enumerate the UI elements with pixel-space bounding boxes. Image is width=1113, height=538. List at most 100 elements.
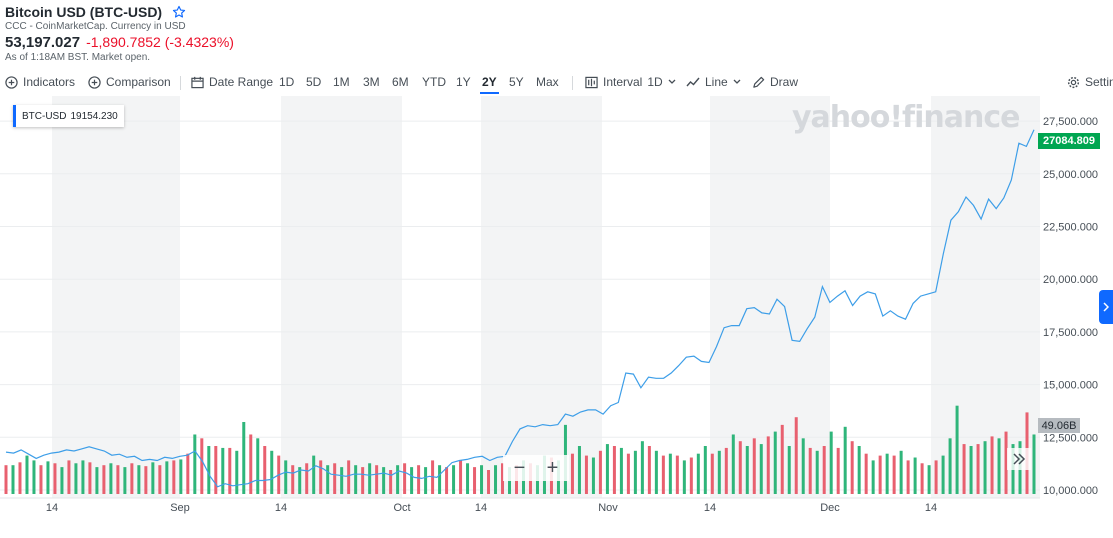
date-range-button[interactable]: Date Range xyxy=(191,68,273,96)
volume-bar xyxy=(424,467,428,494)
volume-bar xyxy=(591,457,595,494)
shade-band xyxy=(281,96,402,498)
volume-bar xyxy=(584,455,588,494)
volume-bar xyxy=(256,438,260,494)
volume-bar xyxy=(172,460,176,494)
volume-bar xyxy=(661,455,665,494)
range-3m[interactable]: 3M xyxy=(363,75,380,89)
range-1m[interactable]: 1M xyxy=(333,75,350,89)
volume-bar xyxy=(130,463,134,494)
volume-bar xyxy=(375,465,379,494)
zoom-out-button[interactable]: − xyxy=(513,457,526,479)
volume-bar xyxy=(696,453,700,494)
volume-bar xyxy=(773,431,777,494)
volume-bar xyxy=(703,446,707,494)
volume-bar xyxy=(920,463,924,494)
volume-bar xyxy=(598,450,602,494)
volume-bar xyxy=(857,446,861,494)
star-icon[interactable] xyxy=(172,5,186,19)
x-tick-label: 14 xyxy=(46,502,58,514)
y-tick-label: 12,500.000 xyxy=(1043,432,1098,444)
current-price-tag: 27084.809 xyxy=(1038,133,1100,149)
volume-bar xyxy=(88,462,92,494)
volume-bar xyxy=(382,467,386,494)
volume-bar xyxy=(605,444,609,494)
volume-bar xyxy=(319,460,323,494)
volume-bar xyxy=(843,426,847,494)
current-price: 53,197.027 xyxy=(5,34,81,51)
volume-bar xyxy=(228,447,232,494)
volume-bar xyxy=(752,438,756,494)
volume-bar xyxy=(899,450,903,494)
chart-type-dropdown[interactable]: Line xyxy=(686,68,741,96)
interval-label: Interval xyxy=(603,75,643,89)
volume-bar xyxy=(738,441,742,494)
chart-type-label: Line xyxy=(705,75,728,89)
jump-to-latest-button[interactable] xyxy=(1007,448,1031,470)
y-tick-label: 10,000.000 xyxy=(1043,485,1098,497)
range-1d[interactable]: 1D xyxy=(279,75,295,89)
x-tick-label: Sep xyxy=(170,502,190,514)
volume-bars xyxy=(4,405,1036,494)
draw-button[interactable]: Draw xyxy=(752,68,798,96)
volume-bar xyxy=(983,441,987,494)
volume-bar xyxy=(270,450,274,494)
volume-bar xyxy=(396,465,400,494)
comparison-button[interactable]: Comparison xyxy=(88,68,171,96)
volume-bar xyxy=(822,446,826,494)
volume-bar xyxy=(962,444,966,494)
expand-panel-button[interactable] xyxy=(1099,290,1113,324)
volume-bar xyxy=(158,465,162,494)
zoom-control: − + xyxy=(503,455,569,481)
volume-bar xyxy=(4,465,8,494)
volume-bar xyxy=(871,460,875,494)
volume-bar xyxy=(997,438,1001,494)
volume-bar xyxy=(480,465,484,494)
series-legend[interactable]: BTC-USD 19154.230 xyxy=(13,105,124,127)
range-ytd[interactable]: YTD xyxy=(422,75,446,89)
double-chevron-right-icon xyxy=(1013,453,1026,465)
volume-bar xyxy=(151,462,155,494)
volume-bar xyxy=(67,460,71,494)
volume-bar xyxy=(193,434,197,494)
interval-dropdown[interactable]: Interval 1D xyxy=(585,68,676,96)
range-max[interactable]: Max xyxy=(536,75,559,89)
range-5y[interactable]: 5Y xyxy=(509,75,524,89)
range-5d[interactable]: 5D xyxy=(306,75,322,89)
volume-bar xyxy=(941,455,945,494)
volume-bar xyxy=(32,460,36,494)
y-tick-label: 22,500.000 xyxy=(1043,221,1098,233)
y-tick-label: 20,000.000 xyxy=(1043,274,1098,286)
volume-bar xyxy=(207,446,211,494)
range-2y[interactable]: 2Y xyxy=(480,68,499,96)
volume-bar xyxy=(808,447,812,494)
volume-bar xyxy=(647,446,651,494)
y-tick-labels: 27,500.000 25,000.000 22,500.000 20,000.000… xyxy=(1043,116,1098,497)
range-6m[interactable]: 6M xyxy=(392,75,409,89)
volume-bar xyxy=(766,436,770,494)
shade-band xyxy=(52,96,180,498)
y-tick-label: 25,000.000 xyxy=(1043,169,1098,181)
volume-bar xyxy=(137,465,141,494)
volume-bar xyxy=(123,467,127,494)
price-chart[interactable]: 14 Sep 14 Oct 14 Nov 14 Dec 14 27,500.000 25,000.… xyxy=(0,96,1113,538)
zoom-in-button[interactable]: + xyxy=(546,457,559,479)
volume-bar xyxy=(654,450,658,494)
volume-bar xyxy=(668,453,672,494)
volume-bar xyxy=(249,434,253,494)
volume-bar xyxy=(570,453,574,494)
volume-bar xyxy=(102,465,106,494)
volume-bar xyxy=(906,460,910,494)
x-tick-label: Dec xyxy=(820,502,840,514)
candlestick-icon xyxy=(585,76,598,88)
range-1y[interactable]: 1Y xyxy=(456,75,471,89)
settings-button[interactable]: Settin xyxy=(1067,68,1113,96)
volume-bar xyxy=(780,424,784,494)
volume-bar xyxy=(682,460,686,494)
indicators-button[interactable]: Indicators xyxy=(5,68,75,96)
volume-bar xyxy=(361,467,365,494)
volume-bar xyxy=(473,467,477,494)
volume-bar xyxy=(633,450,637,494)
volume-bar xyxy=(417,465,421,494)
volume-bar xyxy=(717,450,721,494)
